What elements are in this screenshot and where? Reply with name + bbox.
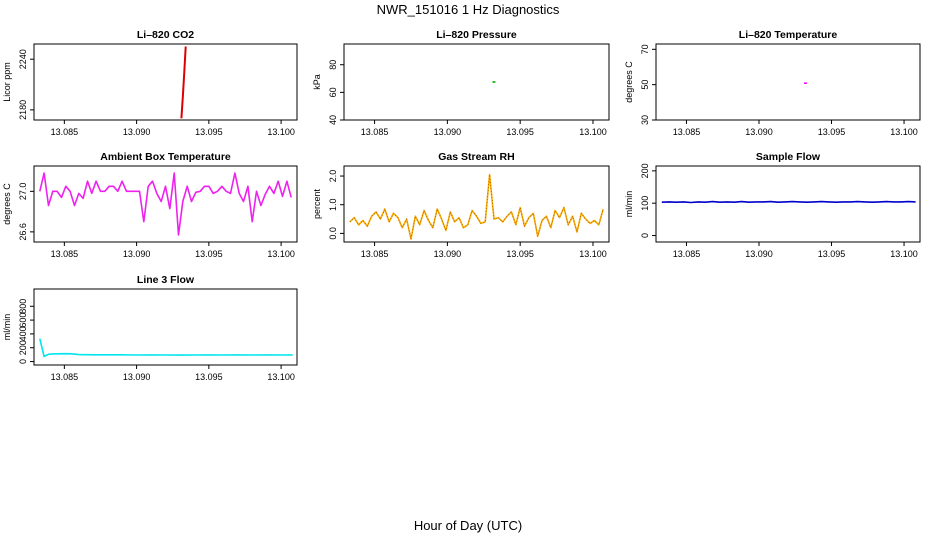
y-tick-label: 600 (18, 313, 28, 328)
series-line (39, 172, 292, 236)
plot-frame (343, 43, 610, 121)
y-tick-label: 70 (640, 44, 650, 54)
y-axis-label: degrees C (624, 61, 634, 103)
x-tick-label: 13.095 (506, 249, 534, 259)
y-axis-label: kPa (312, 74, 322, 90)
y-axis-label: ml/min (2, 314, 12, 341)
panel-4: Ambient Box Temperature degrees C 13.085 13… (2, 151, 298, 259)
x-tick-label: 13.100 (890, 127, 918, 137)
y-tick-label: 80 (328, 60, 338, 70)
x-tick-label: 13.085 (51, 249, 79, 259)
y-tick-label: 1.0 (328, 198, 338, 211)
plot-frame (33, 165, 298, 243)
panel-7: Line 3 Flow ml/min 13.085 13.090 13.095 13.10… (2, 274, 298, 382)
y-tick-label: 40 (328, 115, 338, 125)
x-tick-label: 13.100 (267, 249, 295, 259)
y-axis-label: percent (312, 188, 322, 219)
y-axis-label: ml/min (624, 191, 634, 218)
y-tick-label: 50 (640, 80, 650, 90)
x-tick-label: 13.100 (579, 249, 607, 259)
x-tick-label: 13.095 (195, 249, 223, 259)
x-tick-label: 13.100 (267, 372, 295, 382)
y-tick-label: 0 (18, 359, 28, 364)
panel-2: Li–820 Pressure kPa 13.085 13.090 13.095 13.1… (312, 29, 610, 137)
y-tick-label: 200 (18, 340, 28, 355)
y-tick-label: 200 (640, 163, 650, 178)
series-line-overlay (349, 174, 604, 240)
series-line (180, 46, 187, 119)
panel-title: Li–820 CO2 (137, 29, 194, 41)
x-tick-label: 13.095 (195, 127, 223, 137)
y-tick-label: 100 (640, 196, 650, 211)
plot-frame (33, 288, 298, 366)
panel-title: Li–820 Temperature (739, 29, 838, 41)
x-tick-label: 13.090 (745, 127, 773, 137)
y-tick-label: 30 (640, 115, 650, 125)
panel-title: Ambient Box Temperature (100, 151, 231, 163)
x-tick-label: 13.095 (195, 372, 223, 382)
plot-frame (655, 43, 921, 121)
y-axis-label: degrees C (2, 183, 12, 225)
x-tick-label: 13.090 (434, 249, 462, 259)
y-tick-label: 0 (640, 233, 650, 238)
series-line (661, 200, 916, 204)
series-line (39, 338, 293, 358)
panel-5: Gas Stream RH percent 13.085 13.090 13.095 13… (312, 151, 610, 259)
y-tick-label: 60 (328, 87, 338, 97)
x-tick-label: 13.085 (673, 127, 701, 137)
y-tick-label: 800 (18, 299, 28, 314)
x-tick-label: 13.085 (51, 127, 79, 137)
y-tick-label: 2180 (18, 100, 28, 120)
panel-1: Li–820 CO2 Licor ppm 13.085 13.090 13.095 13.… (2, 29, 298, 137)
panel-title: Sample Flow (756, 151, 821, 163)
x-tick-label: 13.100 (890, 249, 918, 259)
y-tick-label: 27.0 (18, 183, 28, 201)
plot-frame (343, 165, 610, 243)
x-tick-label: 13.085 (51, 372, 79, 382)
x-tick-label: 13.100 (267, 127, 295, 137)
x-tick-label: 13.090 (123, 372, 151, 382)
y-tick-label: 2240 (18, 49, 28, 69)
x-tick-label: 13.095 (506, 127, 534, 137)
x-tick-label: 13.090 (123, 127, 151, 137)
x-tick-label: 13.090 (745, 249, 773, 259)
plot-frame (655, 165, 921, 243)
x-axis-title: Hour of Day (UTC) (413, 518, 523, 533)
panel-title: Line 3 Flow (137, 274, 195, 286)
panel-title: Gas Stream RH (438, 151, 514, 163)
x-tick-label: 13.100 (579, 127, 607, 137)
x-tick-label: 13.085 (673, 249, 701, 259)
panel-6: Sample Flow ml/min 13.085 13.090 13.095 13.10… (624, 151, 921, 259)
y-tick-label: 26.6 (18, 223, 28, 241)
y-axis-label: Licor ppm (2, 62, 12, 102)
x-tick-label: 13.095 (818, 249, 846, 259)
x-tick-label: 13.085 (361, 127, 389, 137)
y-tick-label: 2.0 (328, 170, 338, 183)
panel-3: Li–820 Temperature degrees C 13.085 13.090 1… (624, 29, 921, 137)
series-line (349, 173, 604, 240)
plot-frame (33, 43, 298, 121)
y-tick-label: 0.0 (328, 227, 338, 240)
figure-title: NWR_151016 1 Hz Diagnostics (376, 2, 560, 17)
y-tick-label: 400 (18, 326, 28, 341)
panel-title: Li–820 Pressure (436, 29, 517, 41)
x-tick-label: 13.085 (361, 249, 389, 259)
x-tick-label: 13.095 (818, 127, 846, 137)
x-tick-label: 13.090 (434, 127, 462, 137)
x-tick-label: 13.090 (123, 249, 151, 259)
